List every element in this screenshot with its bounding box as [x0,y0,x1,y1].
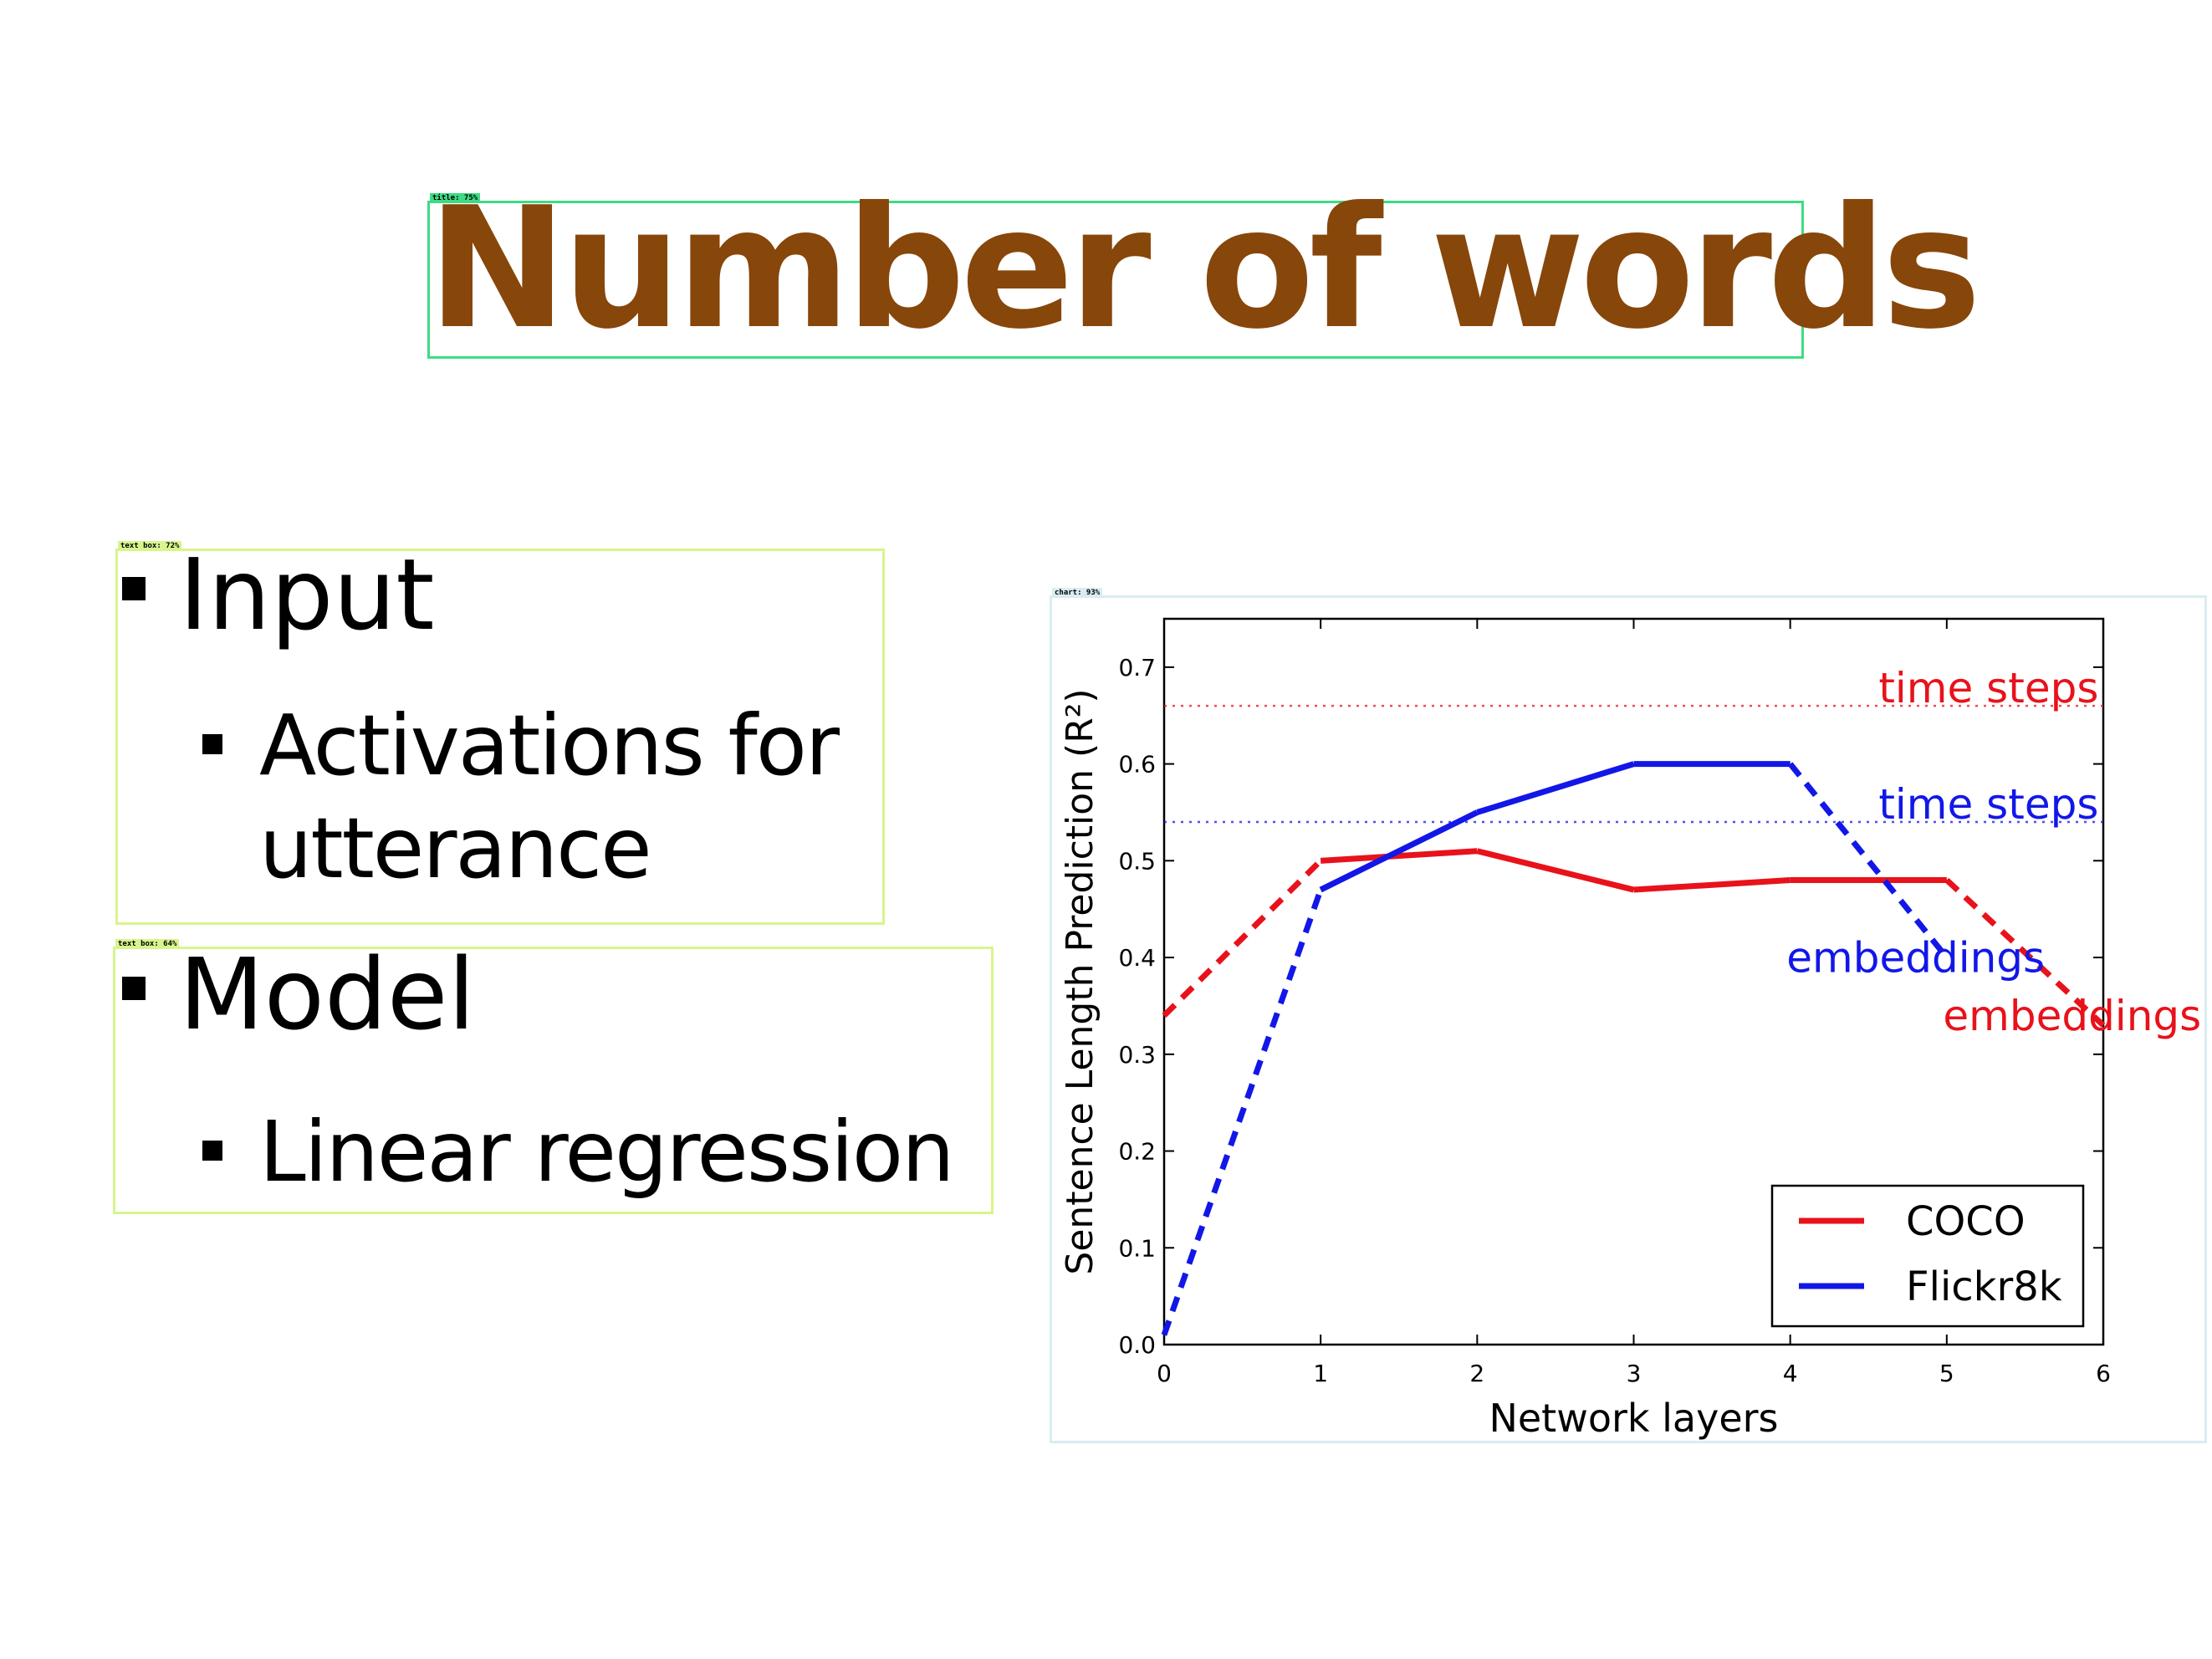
y-axis-title: Sentence Length Prediction (R²) [1059,688,1101,1274]
bullet-input-sub-line1: Activations for [259,697,840,794]
series-segment-coco [1162,858,1323,1018]
bullet-model: Model [179,937,476,1052]
x-tick-label: 2 [1469,1360,1484,1387]
bullet-square-icon [122,577,146,600]
bullet-square-icon [202,1141,222,1161]
series-segment-coco [1633,876,1791,893]
x-tick-label: 0 [1157,1360,1172,1387]
y-tick-label: 0.7 [1118,654,1156,681]
x-tick-label: 5 [1939,1360,1954,1387]
y-tick-label: 0.3 [1118,1041,1156,1069]
series-segment-flickr8k [1161,888,1324,1336]
series-segment-flickr8k [1319,809,1479,893]
x-axis-title: Network layers [1489,1396,1778,1441]
chart-annotation: time steps [1878,664,2098,712]
chart-annotation: time steps [1878,780,2098,829]
y-tick-label: 0.4 [1118,944,1156,972]
title-detection-box: title: 75% [427,193,1804,359]
chart-annotation: embeddings [1786,933,2045,982]
x-tick-label: 1 [1313,1360,1328,1387]
y-tick-label: 0.1 [1118,1234,1156,1262]
title-detection-label: title: 75% [430,193,481,203]
bullet-square-icon [122,977,146,1000]
series-segment-coco [1320,848,1478,864]
x-tick-label: 6 [2096,1360,2111,1387]
legend-label: COCO [1906,1198,2026,1245]
bullet-input-sub-line2: utterance [259,799,652,897]
bullet-model-sub: Linear regression [259,1103,954,1201]
y-tick-label: 0.5 [1118,847,1156,875]
series-segment-coco [1476,848,1635,893]
y-tick-label: 0.6 [1118,751,1156,778]
x-tick-label: 4 [1783,1360,1798,1387]
series-segment-flickr8k [1476,761,1635,815]
series-segment-flickr8k [1787,762,1949,960]
chart-detection-box: chart: 93% [1050,588,2207,1443]
textbox-detection-box: text box: 64% [113,939,994,1214]
chart-detection-label: chart: 93% [1052,588,1103,598]
textbox-detection-label: text box: 64% [115,939,180,949]
x-tick-label: 3 [1627,1360,1642,1387]
bullet-square-icon [202,734,222,754]
chart-annotation: embeddings [1943,992,2201,1040]
legend-label: Flickr8k [1906,1263,2062,1310]
slide-title: Number of words [427,171,1981,366]
series-segment-coco [1944,877,2106,1028]
legend-box [1770,1184,2085,1328]
textbox-detection-label: text box: 72% [118,541,182,551]
y-tick-label: 0.2 [1118,1138,1156,1166]
bullet-input: Input [179,537,435,652]
y-tick-label: 0.0 [1118,1331,1156,1359]
textbox-detection-box: text box: 72% [115,541,885,925]
